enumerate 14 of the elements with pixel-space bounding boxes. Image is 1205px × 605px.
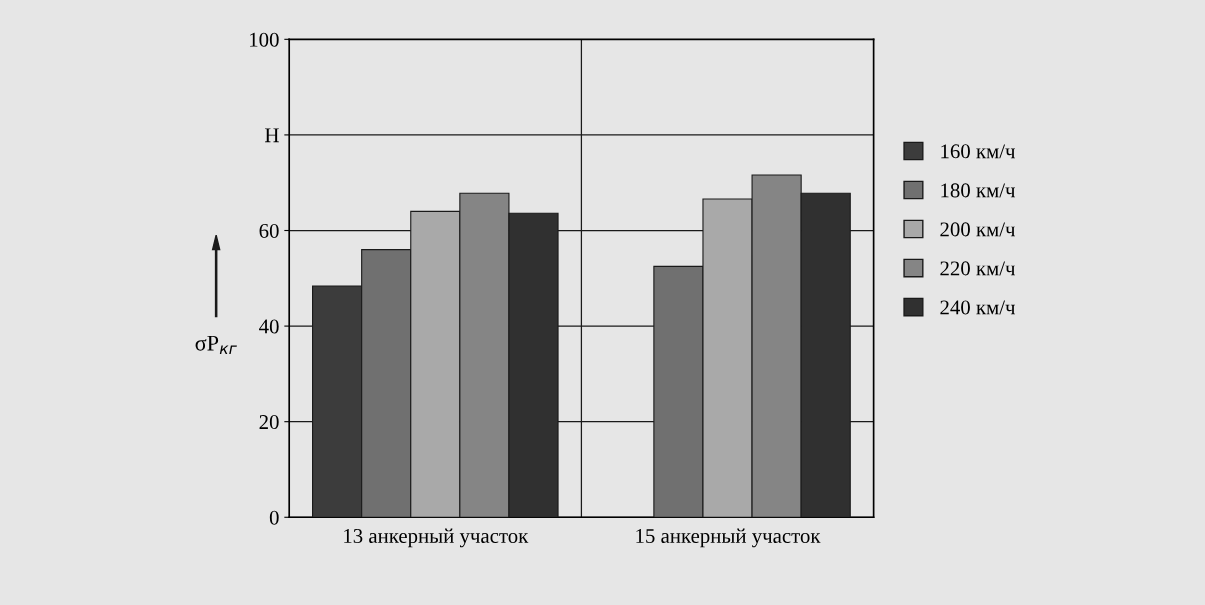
- y-tick-label: 100: [250, 32, 279, 47]
- y-tick-label: 0: [269, 510, 279, 525]
- y-tick-label: 20: [259, 415, 279, 430]
- legend-label: 180 км/ч: [941, 183, 1016, 198]
- y-tick-label: 40: [259, 319, 279, 334]
- legend-label: 160 км/ч: [941, 144, 1016, 159]
- y-tick-label: 60: [259, 223, 279, 238]
- x-tick-label: 13 анкерный участок: [344, 528, 529, 548]
- legend-label: 240 км/ч: [940, 300, 1016, 315]
- x-tick-label: 15 анкерный участок: [636, 528, 821, 548]
- y-tick-label: H: [265, 128, 279, 143]
- legend-label: 220 км/ч: [940, 261, 1016, 276]
- legend-label: 200 км/ч: [940, 222, 1016, 237]
- y-axis-title: σP$_{кг}$: [195, 335, 237, 355]
